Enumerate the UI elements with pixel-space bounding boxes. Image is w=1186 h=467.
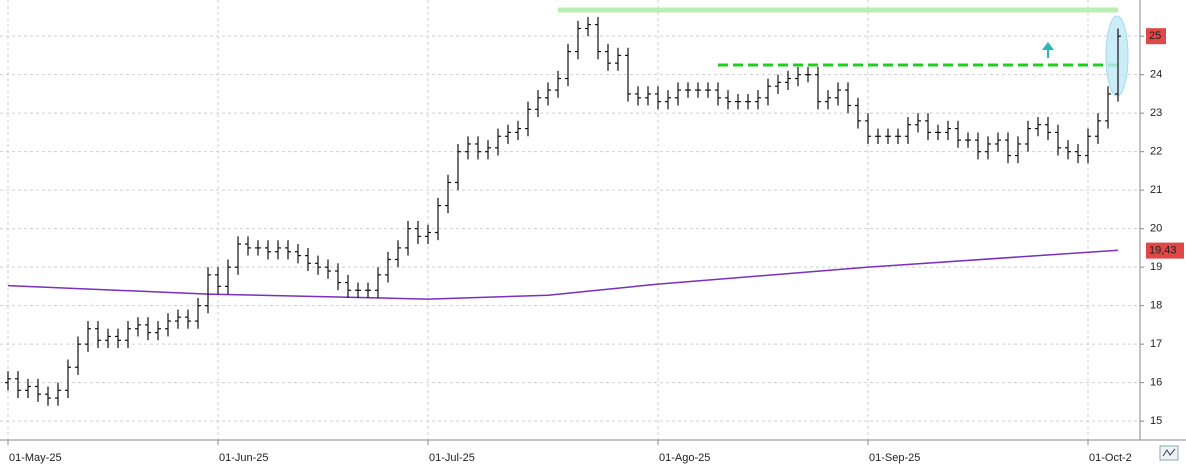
x-tick-label: 01-Jul-25 [429, 452, 475, 464]
price-tag [1146, 28, 1166, 45]
y-tick-label: 19 [1150, 261, 1162, 273]
y-tick-label: 23 [1150, 107, 1162, 119]
price-tag [1146, 242, 1184, 259]
scale-icon [1162, 448, 1176, 457]
axes: 15 16 17 18 19 20 21 22 23 24 25 01-May-25 01-Jun-25… [7, 28, 1184, 464]
ohlc-bars [5, 16, 1121, 406]
x-tick-label: 01-Oct-2 [1089, 452, 1132, 464]
y-tick-label: 21 [1150, 184, 1162, 196]
y-tick-label: 17 [1150, 338, 1162, 350]
highlight-ellipse [1105, 15, 1129, 97]
y-tick-label: 22 [1150, 146, 1162, 158]
price-tag-label: 19,43 [1149, 245, 1177, 257]
x-tick-label: 01-Sep-25 [869, 452, 920, 464]
up-arrow [1042, 42, 1054, 58]
y-tick-label: 20 [1150, 223, 1162, 235]
grid [0, 0, 1140, 440]
x-tick-label: 01-Ago-25 [659, 452, 710, 464]
y-tick-label: 24 [1150, 69, 1162, 81]
price-tag-label: 25 [1149, 30, 1161, 42]
y-tick-label: 18 [1150, 300, 1162, 312]
y-tick-label: 15 [1150, 415, 1162, 427]
x-tick-label: 01-May-25 [9, 452, 62, 464]
x-tick-label: 01-Jun-25 [219, 452, 269, 464]
y-tick-label: 16 [1150, 377, 1162, 389]
